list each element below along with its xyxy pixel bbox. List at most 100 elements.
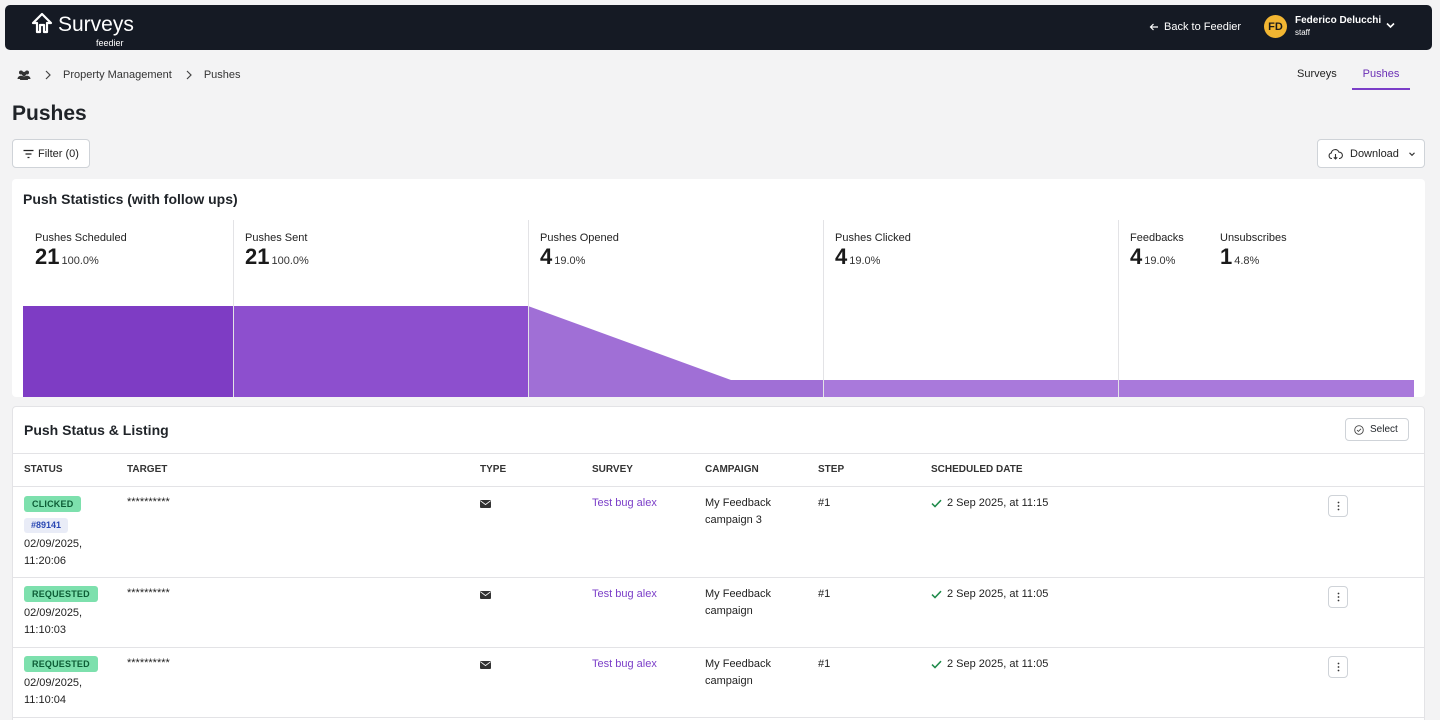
column-header-campaign[interactable]: CAMPAIGN <box>705 464 759 475</box>
stat-value: 4 <box>835 244 848 269</box>
stat-label: Pushes Sent <box>245 232 308 244</box>
table-row: REQUESTED 02/09/2025, 11:10:04 *********… <box>13 648 1424 718</box>
column-header-survey[interactable]: SURVEY <box>592 464 633 475</box>
chevron-right-icon <box>186 70 192 80</box>
breadcrumb-pushes[interactable]: Pushes <box>203 69 241 81</box>
stat-divider <box>528 220 529 397</box>
table-row: CLICKED #89141 02/09/2025, 11:20:06 ****… <box>13 487 1424 578</box>
step-cell: #1 <box>818 658 831 670</box>
mail-icon <box>480 661 491 669</box>
funnel-area <box>23 306 1414 397</box>
funnel-segment-opened <box>528 306 823 397</box>
target-cell: ********** <box>127 587 170 599</box>
stat-pushes-sent: Pushes Sent 21 100.0% <box>245 231 309 269</box>
stat-percent: 19.0% <box>849 255 881 267</box>
campaign-cell: My Feedback campaign 3 <box>705 497 772 526</box>
back-link-label: Back to Feedier <box>1164 21 1242 33</box>
scheduled-date-cell: 2 Sep 2025, at 11:15 <box>931 495 1048 512</box>
survey-link[interactable]: Test bug alex <box>592 497 657 509</box>
scheduled-date-cell: 2 Sep 2025, at 11:05 <box>931 586 1048 603</box>
stat-pushes-clicked: Pushes Clicked 4 19.0% <box>835 231 911 269</box>
cloud-download-icon <box>1328 148 1343 160</box>
breadcrumb-property-management[interactable]: Property Management <box>63 69 172 81</box>
target-cell: ********** <box>127 496 170 508</box>
listing-title: Push Status & Listing <box>24 422 169 438</box>
stat-unsubscribes: Unsubscribes 1 4.8% <box>1220 231 1287 269</box>
chevron-right-icon <box>45 70 51 80</box>
check-icon <box>931 590 942 599</box>
back-to-feedier-link[interactable]: Back to Feedier <box>1149 19 1241 35</box>
more-vertical-icon <box>1337 592 1339 602</box>
step-cell: #1 <box>818 588 831 600</box>
survey-link[interactable]: Test bug alex <box>592 588 657 600</box>
column-header-step[interactable]: STEP <box>818 464 845 475</box>
stat-value: 21 <box>245 244 270 269</box>
users-group-icon[interactable] <box>17 69 31 81</box>
status-date: 02/09/2025, 11:10:04 <box>24 677 83 706</box>
column-header-scheduled-date[interactable]: SCHEDULED DATE <box>931 464 1023 475</box>
stat-pushes-opened: Pushes Opened 4 19.0% <box>540 231 619 269</box>
row-actions-button[interactable] <box>1328 656 1348 678</box>
chevron-down-icon <box>1409 151 1415 156</box>
tab-pushes[interactable]: Pushes <box>1352 62 1410 90</box>
stat-percent: 100.0% <box>271 255 309 267</box>
status-badge: CLICKED <box>24 496 82 512</box>
check-circle-icon <box>1354 424 1364 435</box>
more-vertical-icon <box>1337 662 1339 672</box>
row-actions-button[interactable] <box>1328 586 1348 608</box>
stat-value: 4 <box>540 244 553 269</box>
stat-divider <box>823 220 824 397</box>
breadcrumb: Property Management Pushes <box>17 67 241 83</box>
tab-surveys[interactable]: Surveys <box>1297 68 1337 80</box>
status-date: 02/09/2025, 11:10:03 <box>24 607 83 636</box>
select-label: Select <box>1370 424 1398 435</box>
stat-pushes-scheduled: Pushes Scheduled 21 100.0% <box>35 231 127 269</box>
campaign-cell: My Feedback campaign <box>705 658 772 687</box>
stat-divider <box>1118 220 1119 397</box>
stat-label: Unsubscribes <box>1220 232 1287 244</box>
status-cell: REQUESTED 02/09/2025, 11:10:04 <box>24 656 114 709</box>
survey-link[interactable]: Test bug alex <box>592 658 657 670</box>
status-badge: REQUESTED <box>24 586 98 602</box>
table-row: REQUESTED 02/09/2025, 11:10:03 *********… <box>13 578 1424 648</box>
column-header-target[interactable]: TARGET <box>127 464 168 475</box>
download-button[interactable]: Download <box>1317 139 1425 168</box>
mail-icon <box>480 500 491 508</box>
filter-button[interactable]: Filter (0) <box>12 139 90 168</box>
stats-title: Push Statistics (with follow ups) <box>23 191 238 207</box>
stat-divider <box>233 220 234 397</box>
user-name: Federico Delucchi <box>1295 15 1382 26</box>
column-header-status[interactable]: STATUS <box>24 464 63 475</box>
check-icon <box>931 660 942 669</box>
column-header-type[interactable]: TYPE <box>480 464 507 475</box>
push-statistics-card: Push Statistics (with follow ups) Pushes… <box>12 179 1425 397</box>
select-button[interactable]: Select <box>1345 418 1409 441</box>
chevron-down-icon[interactable] <box>1385 20 1396 31</box>
table-header: STATUS TARGET TYPE SURVEY CAMPAIGN STEP … <box>13 453 1424 487</box>
type-cell <box>480 497 491 514</box>
status-badge: REQUESTED <box>24 656 98 672</box>
type-cell <box>480 658 491 675</box>
status-cell: REQUESTED 02/09/2025, 11:10:03 <box>24 586 114 639</box>
funnel-segment-scheduled <box>23 306 233 397</box>
arrow-left-icon <box>1149 23 1158 31</box>
scheduled-date: 2 Sep 2025, at 11:15 <box>947 497 1049 509</box>
top-bar: Surveys feedier Back to Feedier FD Feder… <box>5 5 1432 50</box>
scheduled-date-cell: 2 Sep 2025, at 11:05 <box>931 656 1048 673</box>
step-cell: #1 <box>818 497 831 509</box>
push-id-badge[interactable]: #89141 <box>24 518 69 533</box>
scheduled-date: 2 Sep 2025, at 11:05 <box>947 588 1049 600</box>
stat-percent: 19.0% <box>554 255 586 267</box>
target-cell: ********** <box>127 657 170 669</box>
mail-icon <box>480 591 491 599</box>
stat-label: Pushes Opened <box>540 232 619 244</box>
feedier-logo-icon <box>31 12 53 34</box>
funnel-segment-feedbacks <box>1118 380 1414 397</box>
avatar[interactable]: FD <box>1264 15 1287 38</box>
stat-percent: 19.0% <box>1144 255 1176 267</box>
stat-percent: 100.0% <box>61 255 99 267</box>
funnel-chart: Pushes Scheduled 21 100.0% Pushes Sent 21… <box>23 220 1414 397</box>
row-actions-button[interactable] <box>1328 495 1348 517</box>
stat-label: Pushes Scheduled <box>35 232 127 244</box>
status-date: 02/09/2025, 11:20:06 <box>24 538 83 567</box>
